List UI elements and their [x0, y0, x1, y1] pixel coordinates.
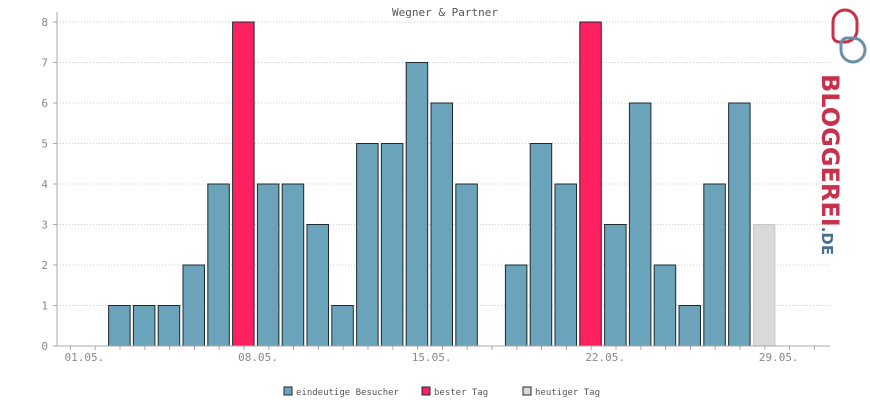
x-tick-label: 01.05. [65, 351, 105, 364]
logo-text: BLOGGEREI.DE [816, 74, 844, 255]
bar-regular-day-6 [207, 183, 230, 347]
bar-regular-day-14 [405, 62, 429, 347]
y-tick-label: 6 [41, 97, 48, 110]
y-tick-label: 5 [41, 138, 48, 151]
bar-regular-day-5 [182, 264, 205, 347]
bar-regular-day-24 [653, 264, 677, 347]
legend-swatch-today [522, 386, 532, 396]
bar-regular-day-20 [554, 183, 577, 347]
bar-regular-day-11 [331, 305, 354, 347]
bar-regular-day-19 [529, 143, 553, 347]
bar-today-day-28 [752, 224, 776, 347]
bar-regular-day-18 [504, 264, 528, 347]
y-tick-label: 8 [41, 16, 48, 29]
bar-regular-day-26 [703, 183, 726, 347]
bar-regular-day-25 [678, 305, 701, 347]
legend-swatch-best [421, 386, 431, 396]
y-tick-label: 7 [41, 57, 48, 70]
x-tick-label: 08.05. [238, 351, 278, 364]
y-tick-label: 4 [41, 178, 48, 191]
chart-title: Wegner & Partner [392, 6, 498, 19]
y-tick-label: 1 [41, 300, 48, 313]
logo-icon [831, 8, 867, 64]
bar-regular-day-22 [604, 224, 627, 347]
legend: eindeutige Besucher bester Tag heutiger Ta… [283, 386, 600, 398]
bar-regular-day-4 [157, 305, 181, 347]
x-tick-labels: 01.05. 08.05. 15.05. 22.05. 29.05. [65, 351, 799, 364]
bar-regular-day-9 [281, 183, 305, 347]
x-tick-label: 15.05. [412, 351, 452, 364]
legend-swatch-regular [283, 386, 293, 396]
bar-regular-day-3 [132, 305, 156, 347]
legend-label-best: bester Tag [434, 388, 488, 398]
y-tick-labels: 0 1 2 3 4 5 6 7 8 [41, 16, 48, 353]
bar-regular-day-2 [108, 305, 131, 347]
bar-regular-day-10 [306, 224, 329, 347]
y-tick-label: 3 [41, 219, 48, 232]
y-tick-label: 2 [41, 259, 48, 272]
bloggerei-logo: BLOGGEREI.DE [816, 8, 867, 255]
bar-regular-day-15 [430, 102, 453, 347]
bar-best-day-7 [232, 21, 255, 347]
bar-regular-day-23 [628, 102, 652, 347]
axes [53, 12, 830, 350]
bar-regular-day-13 [380, 143, 404, 347]
bar-regular-day-12 [356, 143, 379, 347]
x-tick-label: 29.05. [759, 351, 799, 364]
bar-regular-day-8 [256, 183, 280, 347]
bar-regular-day-27 [728, 102, 751, 347]
bars [108, 21, 776, 347]
legend-label-regular: eindeutige Besucher [296, 388, 400, 398]
legend-label-today: heutiger Tag [535, 388, 600, 398]
x-tick-label: 22.05. [585, 351, 625, 364]
bar-best-day-21 [579, 21, 602, 347]
y-tick-label: 0 [41, 340, 48, 353]
bar-regular-day-16 [455, 183, 478, 347]
